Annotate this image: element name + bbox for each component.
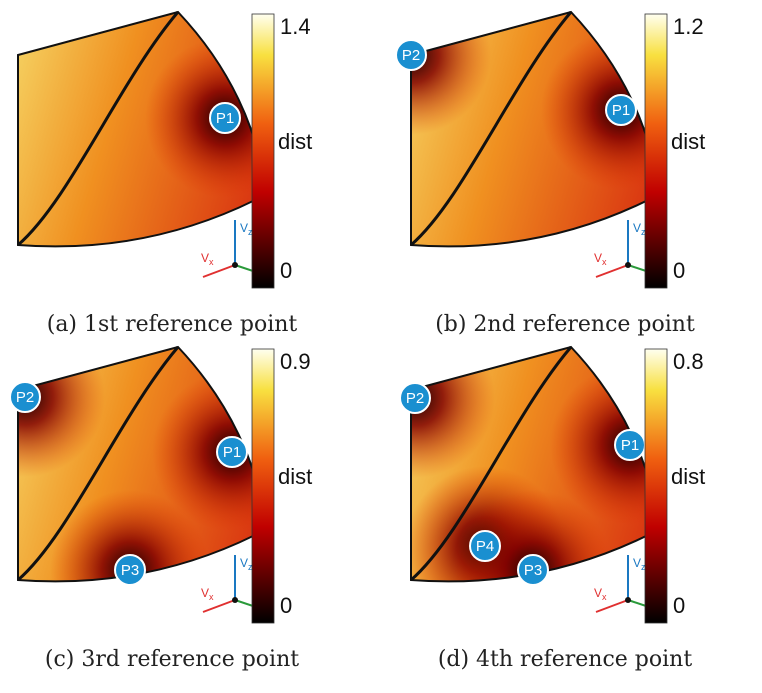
axis-symbol: V xyxy=(633,556,641,570)
axis-x xyxy=(595,264,629,278)
axis-origin xyxy=(625,262,631,268)
surface-edge xyxy=(17,346,180,582)
point-marker xyxy=(399,382,431,414)
point-label: P1 xyxy=(612,102,630,119)
caption: (d) 4th reference point xyxy=(438,647,693,672)
colorbar-max: 1.2 xyxy=(673,14,704,39)
axis-subscript: z xyxy=(641,562,646,572)
point-marker xyxy=(9,381,41,413)
axis-symbol: V xyxy=(633,221,641,235)
axis-label: Vx xyxy=(201,586,214,602)
colorbar-max: 0.8 xyxy=(673,349,704,374)
point-label: P2 xyxy=(16,389,34,406)
axis-x xyxy=(202,599,236,613)
caption: (a) 1st reference point xyxy=(47,312,298,337)
axis-symbol: V xyxy=(201,586,209,600)
point-marker xyxy=(395,39,427,71)
point-marker xyxy=(114,554,146,586)
axis-symbol: V xyxy=(594,586,602,600)
axis-symbol: V xyxy=(201,251,209,265)
surface-edge xyxy=(410,11,573,247)
surface-edge xyxy=(17,11,180,247)
point-marker xyxy=(216,436,248,468)
axis-label: Vx xyxy=(201,251,214,267)
axis-subscript: x xyxy=(209,257,214,267)
point-label: P2 xyxy=(402,47,420,64)
colorbar xyxy=(644,13,668,289)
colorbar xyxy=(251,348,275,624)
point-label: P1 xyxy=(223,444,241,461)
axis-subscript: x xyxy=(209,592,214,602)
colorbar-min: 0 xyxy=(280,258,292,283)
axis-subscript: z xyxy=(248,562,253,572)
axis-subscript: x xyxy=(602,257,607,267)
axis-label: Vx xyxy=(594,251,607,267)
colorbar-max: 1.4 xyxy=(280,14,311,39)
point-label: P1 xyxy=(216,110,234,127)
surface-edge xyxy=(410,346,573,582)
point-label: P1 xyxy=(621,437,639,454)
point-marker xyxy=(209,102,241,134)
axis-x xyxy=(202,264,236,278)
colorbar-min: 0 xyxy=(673,593,685,618)
colorbar-label: dist xyxy=(278,129,312,154)
axis-subscript: z xyxy=(248,227,253,237)
axis-label: Vz xyxy=(240,556,253,572)
axis-origin xyxy=(232,262,238,268)
colorbar xyxy=(251,13,275,289)
colorbar-label: dist xyxy=(671,129,705,154)
caption: (b) 2nd reference point xyxy=(435,312,695,337)
point-label: P4 xyxy=(476,538,494,555)
point-marker xyxy=(469,530,501,562)
caption: (c) 3rd reference point xyxy=(45,647,299,672)
colorbar-label: dist xyxy=(671,464,705,489)
axis-subscript: x xyxy=(602,592,607,602)
axis-origin xyxy=(625,597,631,603)
colorbar-label: dist xyxy=(278,464,312,489)
axis-label: Vz xyxy=(633,556,646,572)
axis-label: Vz xyxy=(240,221,253,237)
axis-origin xyxy=(232,597,238,603)
axis-symbol: V xyxy=(594,251,602,265)
point-label: P3 xyxy=(524,562,542,579)
point-label: P3 xyxy=(121,562,139,579)
colorbar-max: 0.9 xyxy=(280,349,311,374)
surface xyxy=(411,12,658,247)
axis-label: Vz xyxy=(633,221,646,237)
axis-subscript: z xyxy=(641,227,646,237)
axis-symbol: V xyxy=(240,556,248,570)
colorbar-min: 0 xyxy=(673,258,685,283)
colorbar xyxy=(644,348,668,624)
axis-symbol: V xyxy=(240,221,248,235)
point-marker xyxy=(517,554,549,586)
axis-x xyxy=(595,599,629,613)
colorbar-min: 0 xyxy=(280,593,292,618)
point-label: P2 xyxy=(406,390,424,407)
point-marker xyxy=(605,94,637,126)
axis-label: Vx xyxy=(594,586,607,602)
